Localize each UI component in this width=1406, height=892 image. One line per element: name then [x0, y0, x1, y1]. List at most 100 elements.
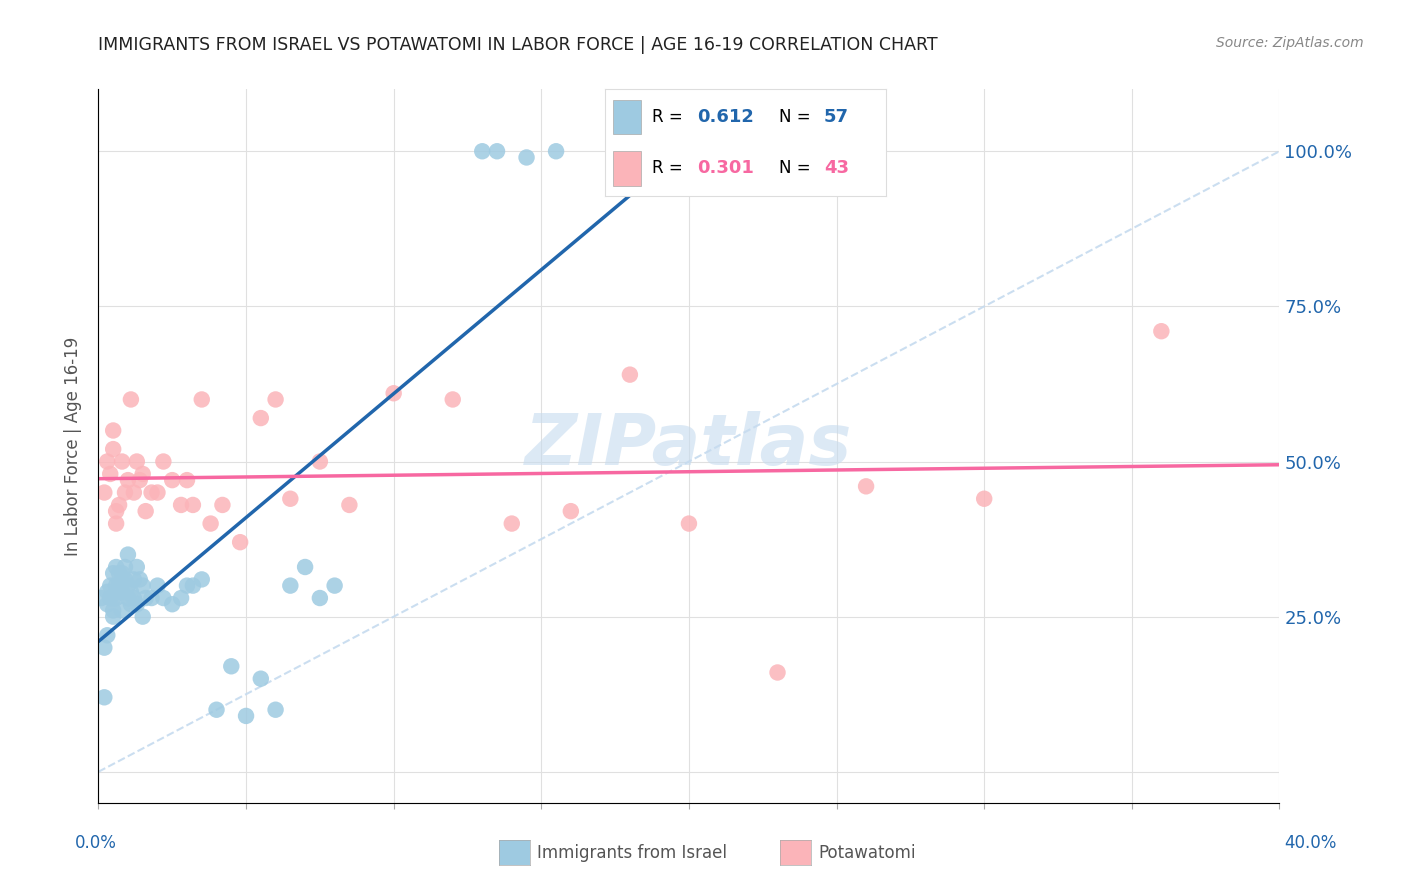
Point: [146, 579, 169, 593]
Point: [486, 145, 509, 159]
Point: [117, 548, 139, 562]
Text: 0.0%: 0.0%: [75, 834, 117, 852]
Point: [132, 609, 155, 624]
Point: [105, 560, 128, 574]
Point: [103, 603, 125, 617]
Point: [1150, 324, 1173, 338]
Point: [135, 591, 157, 605]
Point: [105, 591, 128, 605]
Text: R =: R =: [652, 108, 689, 126]
Point: [93, 690, 115, 705]
Point: [546, 145, 568, 159]
Point: [278, 491, 302, 506]
Point: [93, 640, 115, 655]
Text: N =: N =: [779, 160, 815, 178]
Point: [108, 579, 131, 593]
Point: [103, 609, 125, 624]
Point: [96, 628, 118, 642]
Point: [146, 485, 169, 500]
Point: [205, 703, 228, 717]
Point: [111, 454, 134, 468]
Text: R =: R =: [652, 160, 689, 178]
Point: [181, 579, 204, 593]
Point: [132, 467, 155, 481]
Point: [105, 504, 128, 518]
Point: [103, 424, 125, 438]
Point: [108, 566, 131, 581]
Point: [96, 597, 118, 611]
Point: [264, 703, 287, 717]
Point: [128, 473, 150, 487]
Point: [152, 454, 174, 468]
Point: [108, 498, 131, 512]
Point: [309, 591, 332, 605]
Point: [471, 145, 494, 159]
Point: [120, 584, 142, 599]
Point: [103, 566, 125, 581]
Point: [122, 485, 145, 500]
Point: [90, 591, 112, 605]
Text: 0.301: 0.301: [697, 160, 754, 178]
Point: [501, 516, 523, 531]
Point: [229, 535, 252, 549]
Point: [105, 579, 128, 593]
Point: [235, 709, 257, 723]
Point: [191, 573, 214, 587]
Text: Source: ZipAtlas.com: Source: ZipAtlas.com: [1216, 36, 1364, 50]
Point: [678, 516, 700, 531]
Point: [141, 485, 163, 500]
Point: [250, 411, 273, 425]
Point: [120, 597, 142, 611]
Point: [114, 560, 136, 574]
Y-axis label: In Labor Force | Age 16-19: In Labor Force | Age 16-19: [65, 336, 83, 556]
Text: Potawatomi: Potawatomi: [818, 844, 915, 862]
Point: [96, 584, 118, 599]
Point: [135, 504, 157, 518]
Text: 40.0%: 40.0%: [1284, 834, 1337, 852]
Point: [132, 579, 155, 593]
Point: [152, 591, 174, 605]
Point: [264, 392, 287, 407]
Point: [111, 584, 134, 599]
Text: ZIPatlas: ZIPatlas: [526, 411, 852, 481]
Point: [211, 498, 233, 512]
Point: [103, 591, 125, 605]
Point: [382, 386, 405, 401]
Point: [128, 573, 150, 587]
Point: [339, 498, 360, 512]
Text: N =: N =: [779, 108, 815, 126]
Text: 57: 57: [824, 108, 849, 126]
Point: [200, 516, 222, 531]
Point: [250, 672, 273, 686]
Point: [219, 659, 242, 673]
Point: [170, 498, 193, 512]
Text: Immigrants from Israel: Immigrants from Israel: [537, 844, 727, 862]
Point: [191, 392, 214, 407]
Point: [619, 368, 641, 382]
Point: [98, 591, 121, 605]
Point: [294, 560, 316, 574]
Point: [93, 485, 115, 500]
Point: [323, 579, 346, 593]
Point: [114, 485, 136, 500]
Point: [98, 579, 121, 593]
Point: [855, 479, 877, 493]
Point: [105, 516, 128, 531]
Point: [103, 442, 125, 456]
Point: [122, 573, 145, 587]
Point: [117, 473, 139, 487]
Point: [108, 579, 131, 593]
Point: [117, 591, 139, 605]
Point: [560, 504, 582, 518]
Point: [141, 591, 163, 605]
Point: [111, 566, 134, 581]
Point: [98, 467, 121, 481]
FancyBboxPatch shape: [613, 152, 641, 186]
Text: 43: 43: [824, 160, 849, 178]
Point: [125, 597, 148, 611]
Point: [973, 491, 995, 506]
Text: 0.612: 0.612: [697, 108, 754, 126]
Point: [117, 579, 139, 593]
FancyBboxPatch shape: [613, 100, 641, 134]
Point: [162, 597, 183, 611]
